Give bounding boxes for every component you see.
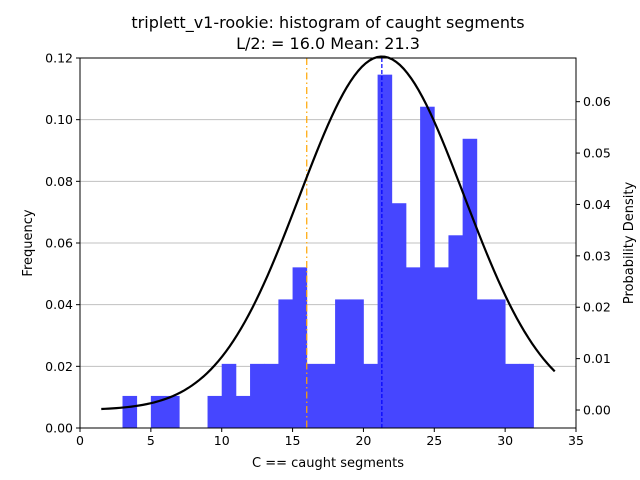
histogram-bar (221, 363, 237, 428)
y-right-tick-label: 0.06 (583, 94, 611, 109)
histogram-bar (377, 74, 393, 429)
chart-title: triplett_v1-rookie: histogram of caught … (131, 13, 524, 33)
x-tick-label: 35 (568, 433, 584, 448)
histogram-bar (250, 363, 265, 428)
y-right-tick-label: 0.02 (583, 300, 611, 315)
histogram-bar (122, 395, 138, 428)
y-axis-right-ticks: 0.00 0.01 0.02 0.03 0.04 0.05 0.06 (576, 94, 611, 418)
histogram-bar (150, 395, 166, 428)
x-tick-label: 15 (285, 433, 301, 448)
reference-lines (306, 58, 383, 428)
y-right-tick-label: 0.00 (583, 403, 611, 418)
histogram-bar (320, 363, 336, 428)
histogram-bar (462, 138, 478, 429)
histogram-bar (476, 299, 492, 428)
y-right-tick-label: 0.03 (583, 248, 611, 263)
histogram-bar (505, 363, 520, 428)
x-axis-label: C == caught segments (252, 456, 404, 471)
histogram-bar (434, 267, 449, 428)
y-right-tick-label: 0.04 (583, 197, 611, 212)
y-right-tick-label: 0.01 (583, 351, 611, 366)
y-tick-label: 0.06 (45, 236, 73, 251)
x-axis-ticks: 0 5 10 15 20 25 30 35 (76, 428, 584, 448)
histogram-bar (490, 299, 506, 428)
y-tick-label: 0.02 (45, 359, 73, 374)
y-tick-label: 0.10 (45, 112, 73, 127)
histogram-bar (405, 267, 421, 428)
histogram-bar (420, 106, 435, 428)
histogram-bar (335, 299, 350, 428)
histogram-bars (122, 74, 534, 429)
histogram-bar (306, 363, 322, 428)
y-right-tick-label: 0.05 (583, 146, 611, 161)
chart-subtitle: L/2: = 16.0 Mean: 21.3 (236, 34, 420, 53)
histogram-bar (349, 299, 364, 428)
histogram-bar (235, 395, 251, 428)
histogram-bar (363, 363, 378, 428)
histogram-bar (278, 299, 293, 428)
x-tick-label: 20 (355, 433, 371, 448)
x-tick-label: 0 (76, 433, 84, 448)
histogram-bar (448, 235, 464, 428)
histogram-bar (519, 363, 534, 428)
histogram-bar (264, 363, 279, 428)
y-tick-label: 0.04 (45, 297, 73, 312)
y-axis-left-ticks: 0.00 0.02 0.04 0.06 0.08 0.10 0.12 (45, 51, 80, 436)
histogram-bar (391, 203, 407, 428)
x-tick-label: 30 (497, 433, 513, 448)
y-tick-label: 0.08 (45, 174, 73, 189)
histogram-bar (292, 267, 308, 428)
x-tick-label: 25 (426, 433, 442, 448)
y-tick-label: 0.12 (45, 51, 73, 66)
y-axis-right-label: Probability Density (622, 182, 637, 305)
histogram-bar (165, 395, 180, 428)
x-tick-label: 5 (147, 433, 155, 448)
y-tick-label: 0.00 (45, 421, 73, 436)
x-tick-label: 10 (214, 433, 230, 448)
normal-curve (101, 55, 556, 411)
histogram-bar (207, 395, 223, 428)
y-axis-label: Frequency (21, 209, 36, 276)
